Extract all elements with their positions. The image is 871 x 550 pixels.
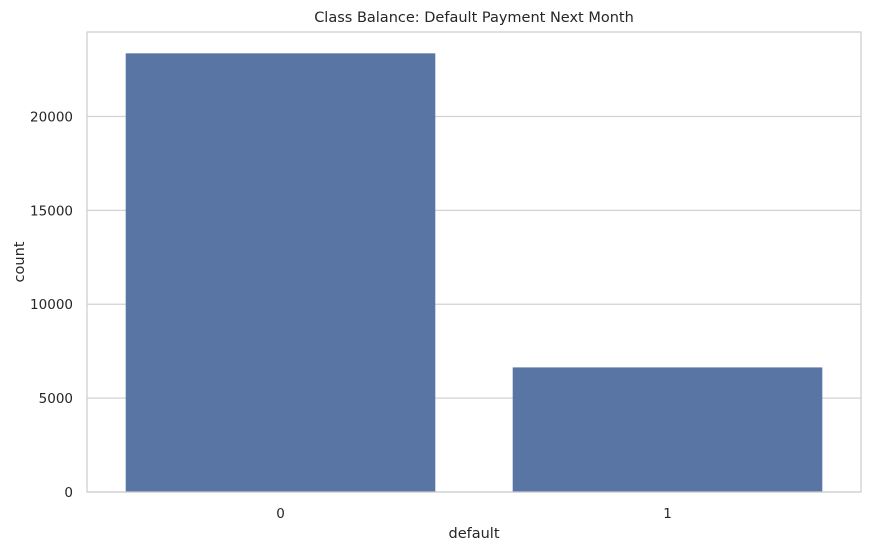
x-axis-label: default (448, 526, 499, 542)
chart-title: Class Balance: Default Payment Next Mont… (314, 10, 634, 26)
y-tick-label: 10000 (30, 297, 73, 313)
y-tick-label: 5000 (39, 391, 73, 407)
y-tick-label: 15000 (30, 203, 73, 219)
x-tick-label: 0 (276, 506, 285, 522)
bars (125, 53, 823, 492)
y-tick-labels: 0 5000 10000 15000 20000 (30, 109, 73, 501)
bar-1 (512, 367, 823, 492)
y-tick-label: 0 (64, 485, 73, 501)
plot-frame (86, 31, 862, 493)
bar-0 (125, 53, 436, 492)
x-tick-label: 1 (663, 506, 672, 522)
y-axis-label: count (12, 241, 28, 282)
y-tick-label: 20000 (30, 109, 73, 125)
